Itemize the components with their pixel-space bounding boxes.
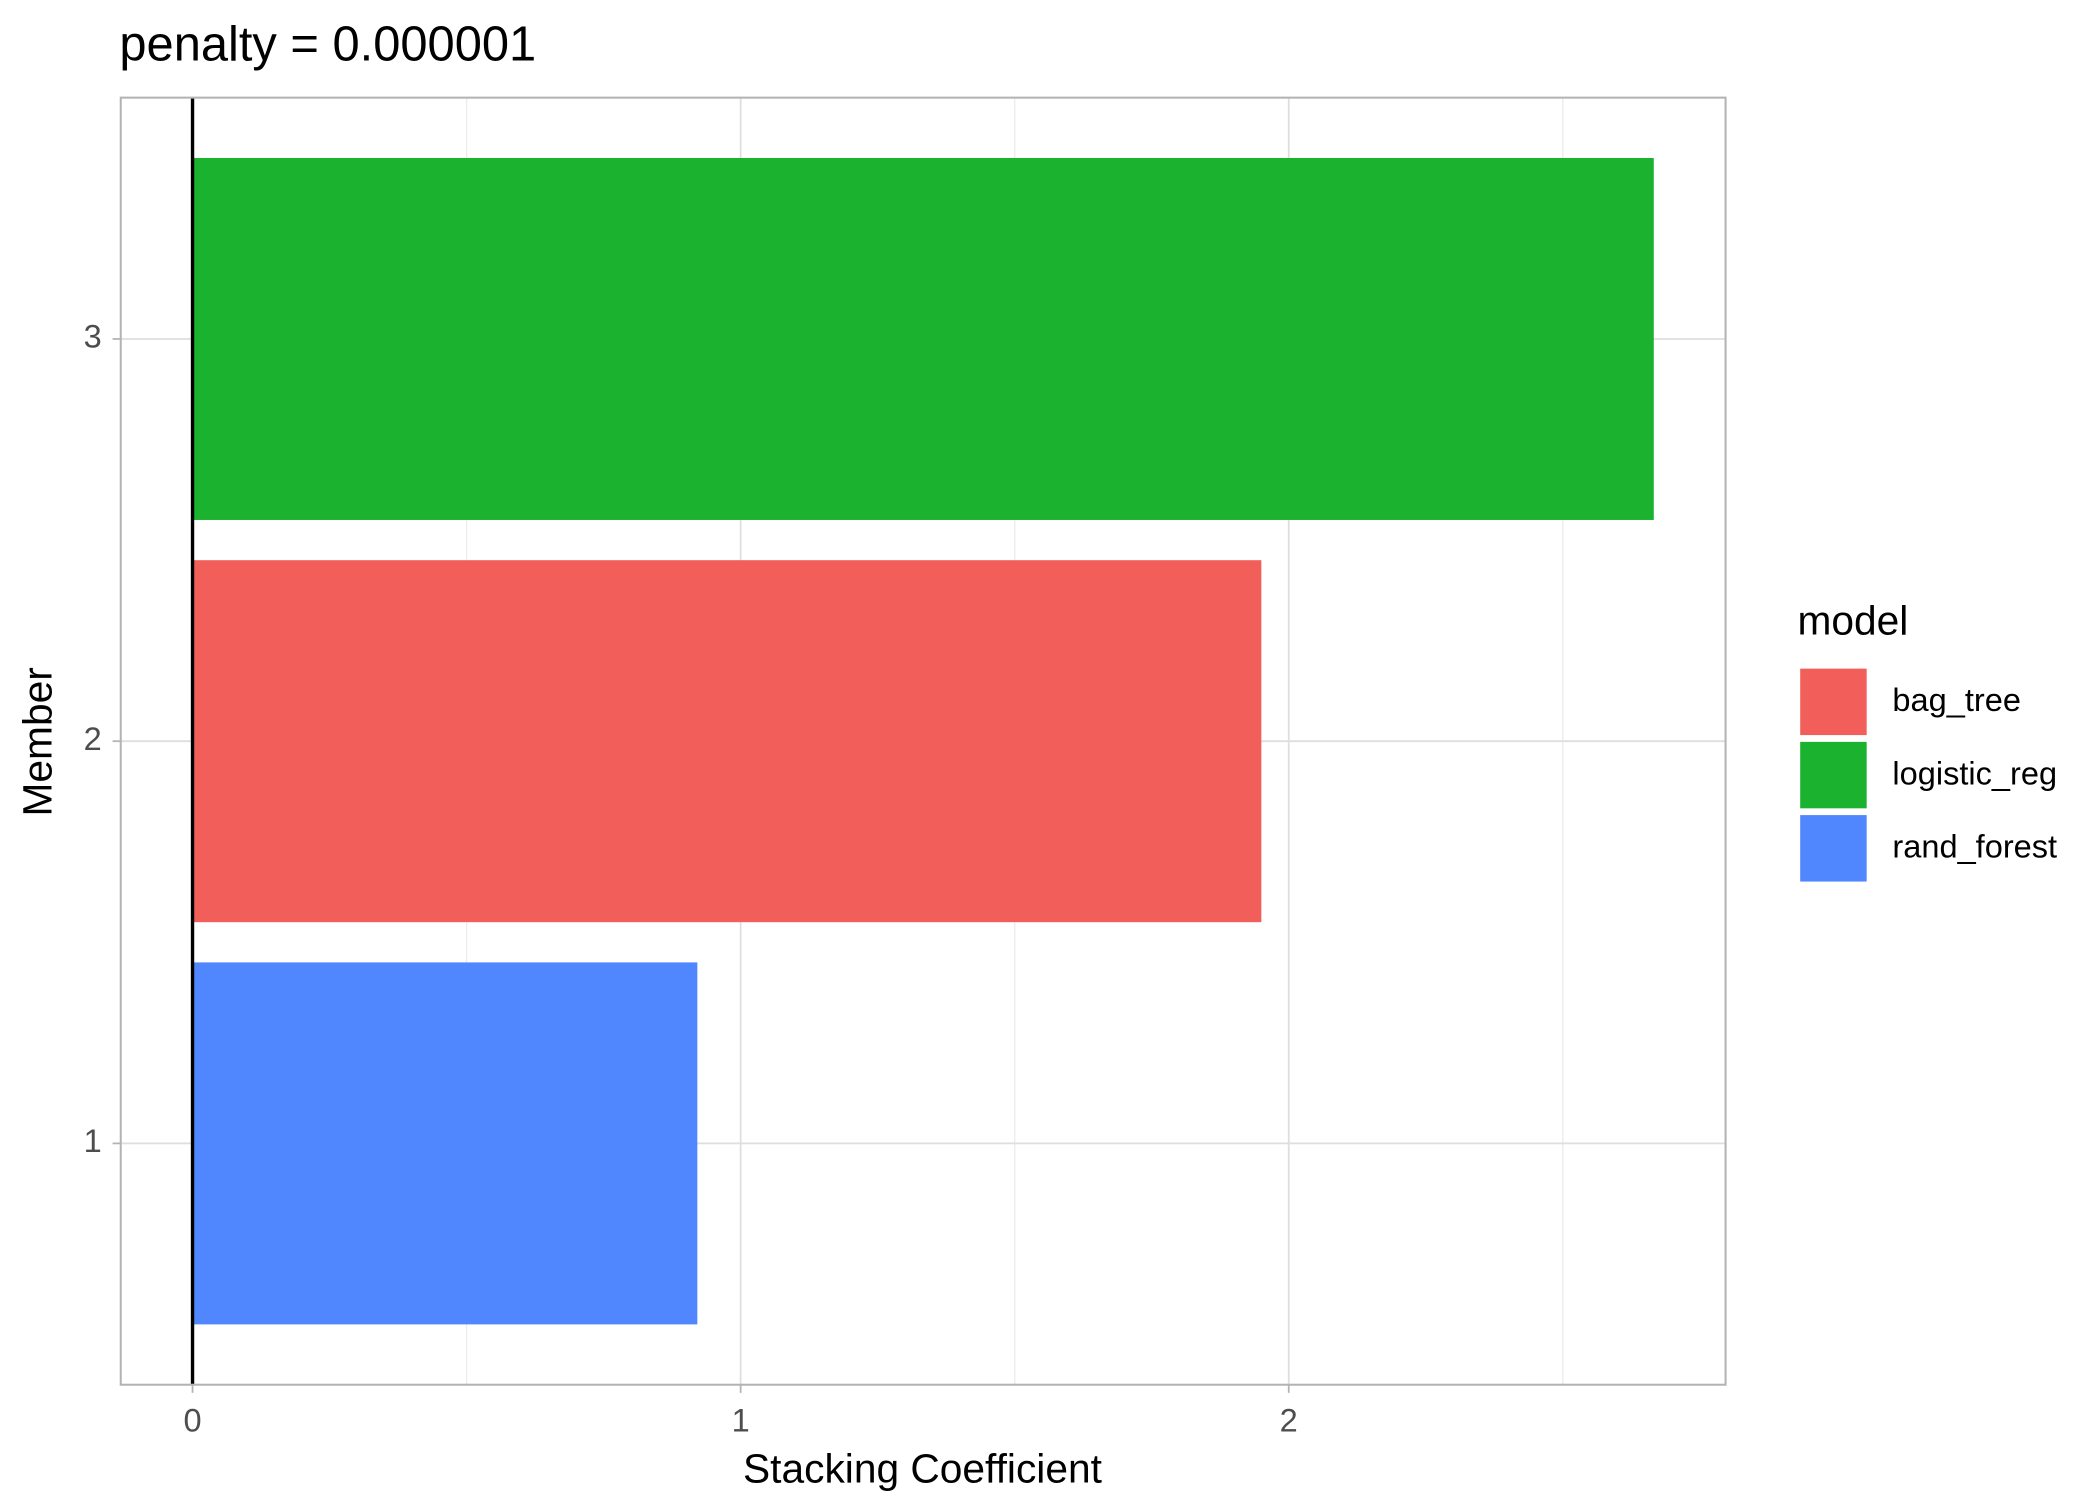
x-tick-label: 2 <box>1280 1402 1298 1438</box>
chart-title: penalty = 0.000001 <box>119 17 536 71</box>
y-tick-label: 1 <box>84 1123 102 1159</box>
legend-label: logistic_reg <box>1892 755 2057 791</box>
bar <box>192 157 1654 520</box>
legend-title: model <box>1797 598 1908 644</box>
x-tick-label: 0 <box>183 1402 201 1438</box>
legend-key <box>1800 741 1867 809</box>
legend-key <box>1800 668 1867 736</box>
y-tick-label: 3 <box>84 319 102 355</box>
legend-label: rand_forest <box>1892 829 2057 865</box>
y-axis-title: Member <box>14 667 60 816</box>
x-axis-title: Stacking Coefficient <box>743 1445 1102 1491</box>
y-tick-label: 2 <box>84 721 102 757</box>
bar <box>192 962 698 1325</box>
legend-label: bag_tree <box>1892 682 2021 718</box>
bar <box>192 560 1262 923</box>
legend-key <box>1800 815 1867 882</box>
panel-border <box>119 96 1727 1386</box>
x-tick-label: 1 <box>732 1402 750 1438</box>
